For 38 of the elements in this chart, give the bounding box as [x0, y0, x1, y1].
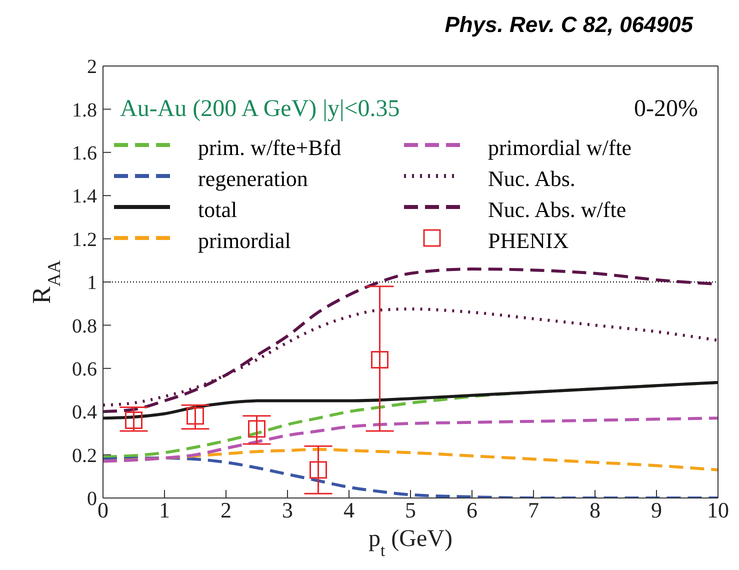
y-tick-label: 1.4 — [72, 186, 97, 208]
line-series — [103, 416, 718, 463]
y-tick-label: 1.8 — [72, 99, 97, 122]
legend-label: PHENIX — [488, 228, 569, 254]
x-tick-label: 3 — [282, 498, 293, 523]
legend-label: Nuc. Abs. w/fte — [488, 196, 626, 222]
y-tick-label: 2 — [87, 56, 97, 78]
x-tick-label: 2 — [220, 498, 232, 523]
point — [248, 420, 266, 438]
x-tick-label: 1 — [159, 498, 170, 523]
chart-title: Phys. Rev. C 82, 064905 — [444, 12, 693, 38]
point — [186, 407, 204, 425]
annotation: 0-20% — [634, 96, 698, 122]
point — [310, 461, 327, 479]
legend-label: regeneration — [198, 166, 308, 192]
y-tick-label: 0.4 — [72, 402, 97, 424]
y-tick-label: 0.8 — [72, 315, 97, 338]
y-tick-label: 0.6 — [72, 358, 97, 380]
x-tick-label: 9 — [651, 498, 662, 523]
y-tick-label: 1 — [87, 272, 97, 294]
y-tick-label: 1.2 — [72, 228, 97, 251]
x-tick-label: 8 — [590, 498, 600, 523]
y-tick-label: 1.6 — [72, 142, 97, 164]
legend-label: total — [198, 196, 238, 222]
x-tick-label: 4 — [344, 498, 354, 523]
legend-label: Nuc. Abs. — [488, 166, 576, 192]
point — [371, 351, 388, 369]
x-axis-title: p$_{t}$ (GeV) — [368, 526, 452, 560]
x-tick-label: 10 — [707, 498, 729, 523]
x-tick-label: 6 — [466, 498, 478, 523]
annotation: Au-Au (200 A GeV) |y|<0.35 — [120, 96, 400, 122]
legend-label: primordial — [198, 228, 291, 254]
point — [125, 411, 142, 429]
x-tick-label: 7 — [528, 498, 539, 523]
legend-label: primordial w/fte — [488, 134, 632, 160]
legend-label: prim. w/fte+Bfd — [198, 134, 342, 160]
x-tick-label: 5 — [405, 498, 416, 523]
y-tick-label: 0.2 — [72, 444, 97, 467]
